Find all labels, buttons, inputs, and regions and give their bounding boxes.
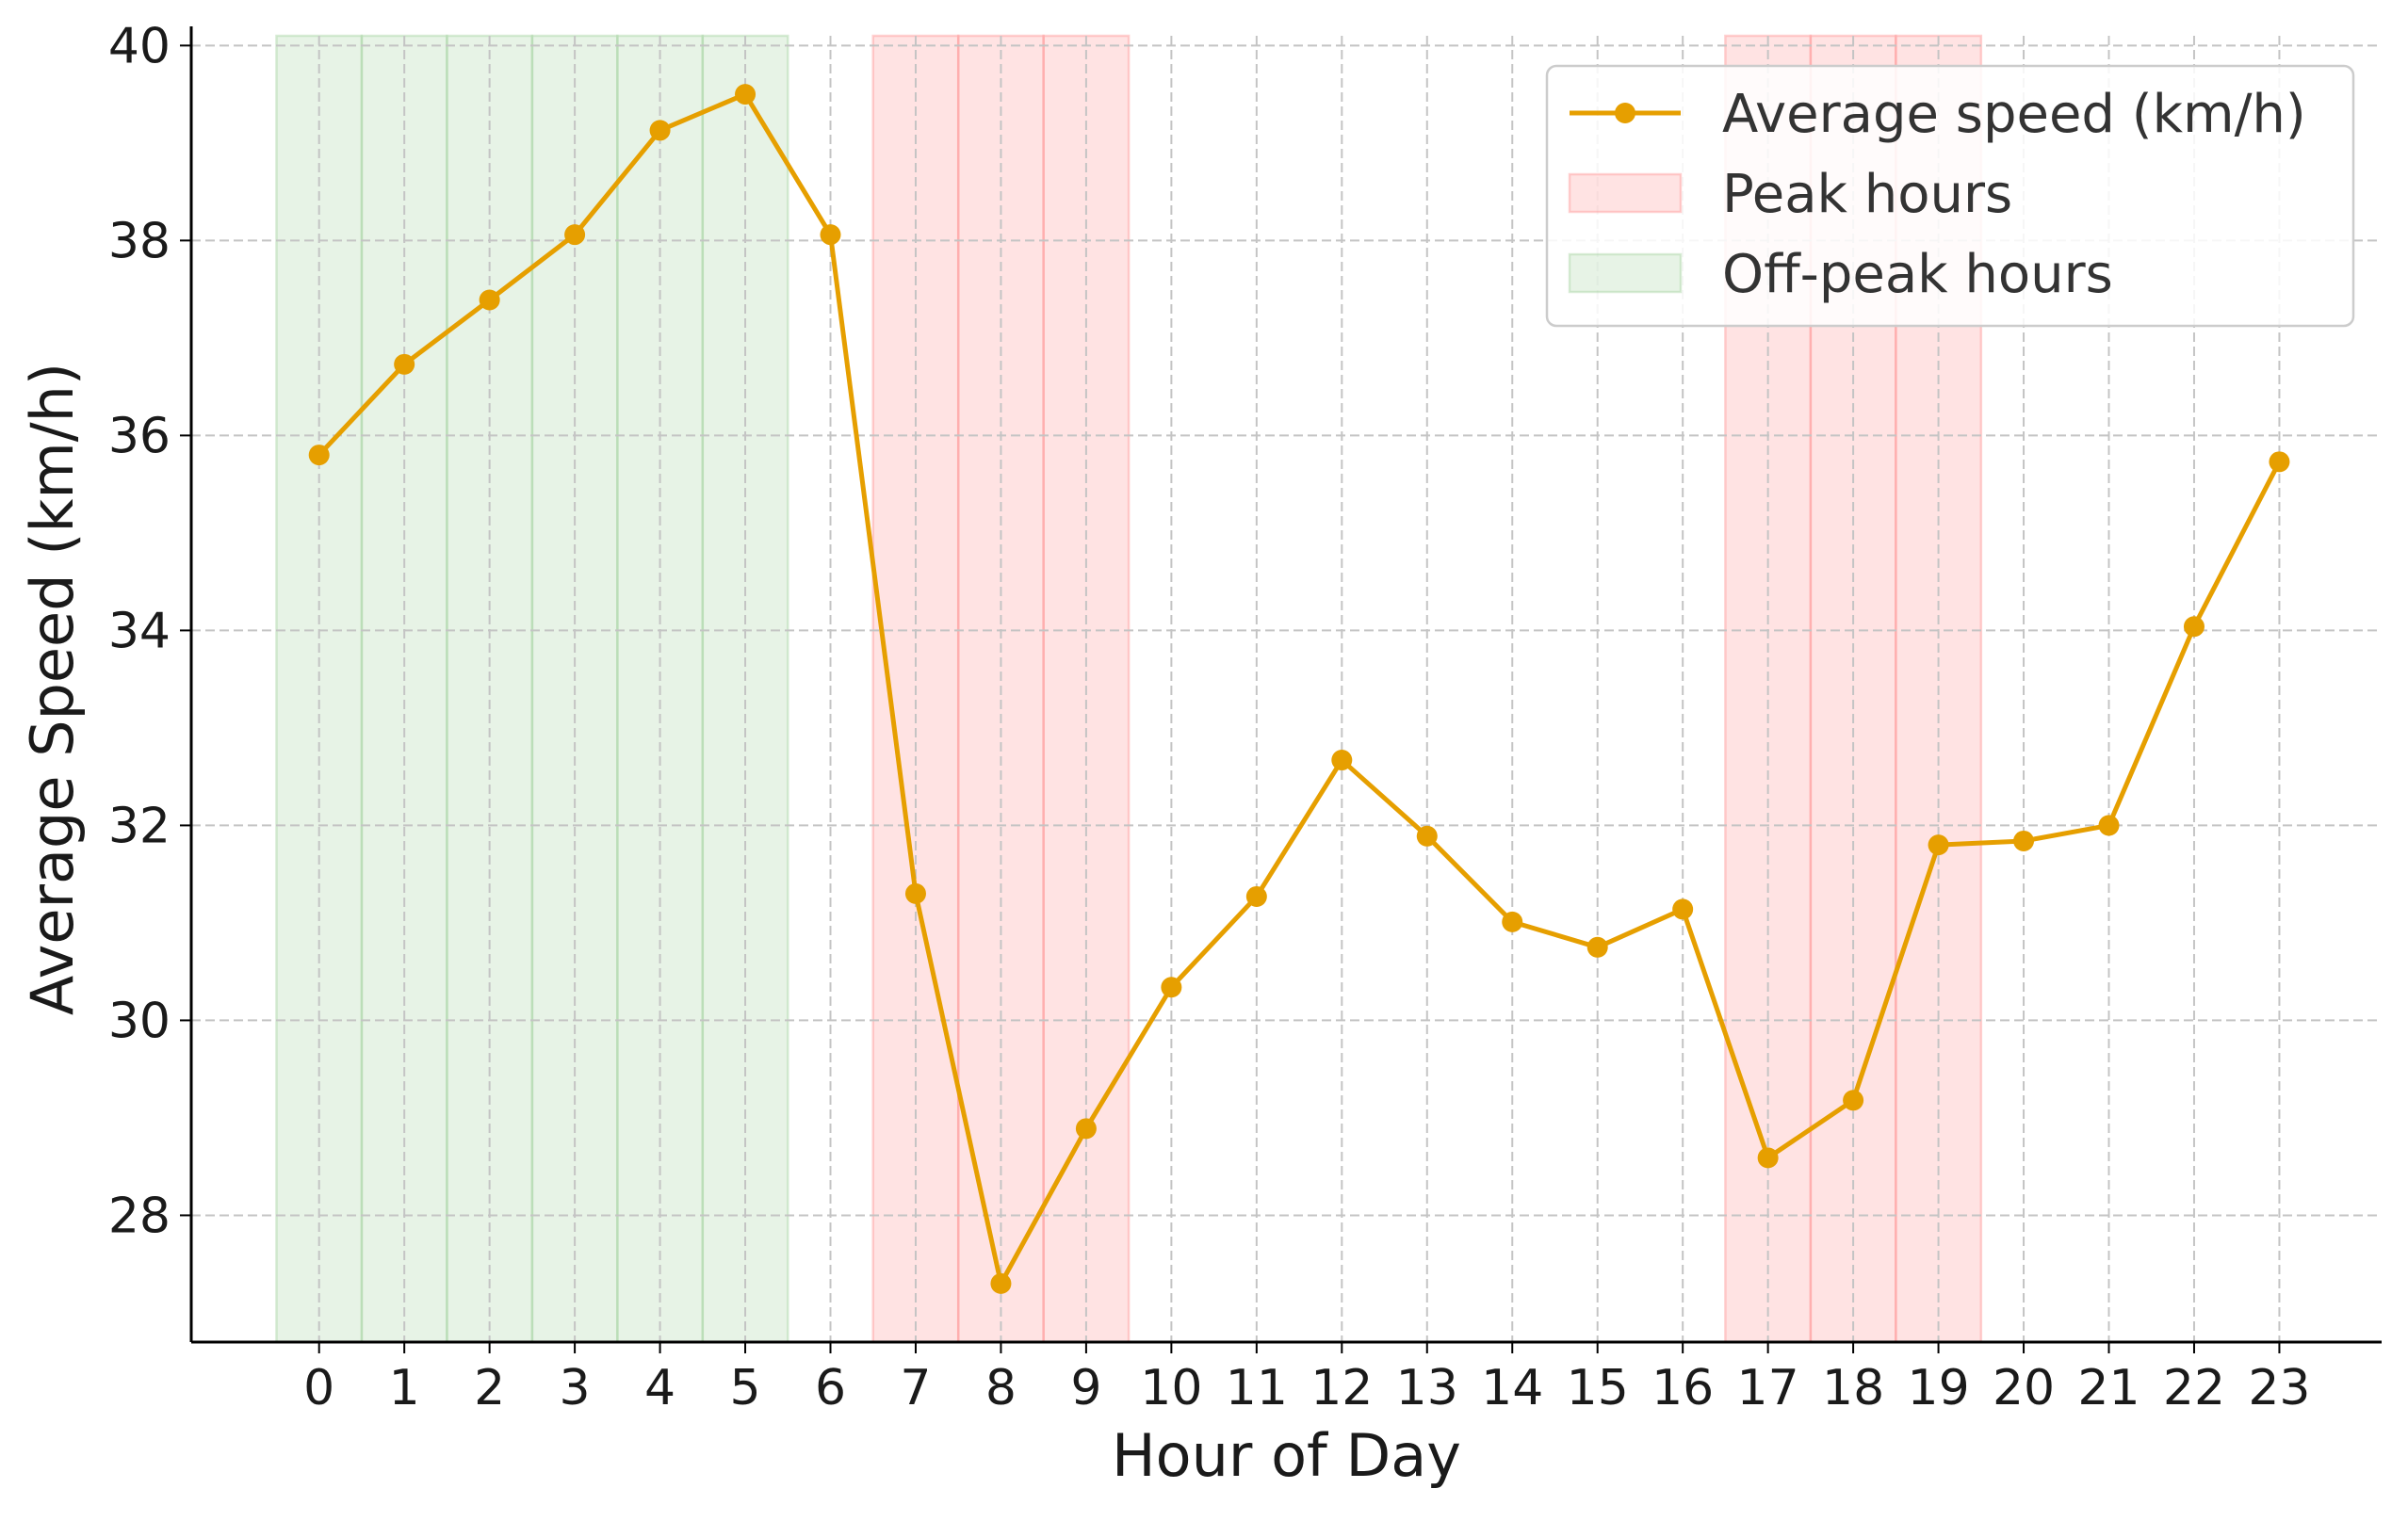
data-point (1245, 885, 1267, 907)
x-tick-label: 22 (2163, 1360, 2225, 1416)
x-tick-label: 10 (1140, 1360, 1202, 1416)
data-point (1928, 834, 1949, 856)
data-point (2013, 830, 2035, 851)
x-tick-label: 12 (1310, 1360, 1373, 1416)
data-point (308, 445, 330, 466)
y-tick-label: 32 (108, 798, 171, 854)
data-point (564, 224, 586, 246)
legend-box (1545, 64, 2355, 328)
data-point (2183, 616, 2205, 638)
x-tick-label: 6 (815, 1360, 846, 1416)
x-axis-title: Hour of Day (1112, 1421, 1461, 1490)
x-tick-label: 23 (2248, 1360, 2310, 1416)
y-tick-label: 28 (108, 1188, 171, 1244)
x-tick-label: 21 (2077, 1360, 2140, 1416)
x-tick-label: 14 (1481, 1360, 1543, 1416)
x-tick-label: 18 (1822, 1360, 1884, 1416)
x-tick-label: 19 (1907, 1360, 1969, 1416)
y-tick-label: 36 (108, 408, 171, 464)
legend-marker-swatch (1615, 103, 1635, 123)
y-tick-label: 38 (108, 213, 171, 269)
legend-label-peak-hours: Peak hours (1722, 164, 2012, 225)
x-tick-label: 9 (1070, 1360, 1101, 1416)
x-tick-label: 20 (1993, 1360, 2055, 1416)
series (308, 84, 2290, 1294)
data-point (2098, 815, 2120, 836)
legend: Average speed (km/h) Peak hours Off-peak… (1545, 64, 2355, 328)
data-point (1757, 1147, 1779, 1169)
x-tick-label: 7 (900, 1360, 931, 1416)
data-point (1502, 911, 1523, 932)
legend-label-off-peak-hours: Off-peak hours (1722, 244, 2113, 305)
y-axis-title: Average Speed (km/h) (18, 363, 87, 1015)
y-tick-label: 34 (108, 603, 171, 659)
x-tick-label: 8 (985, 1360, 1017, 1416)
x-tick-label: 2 (474, 1360, 505, 1416)
axes (189, 26, 2382, 1344)
data-point (479, 289, 500, 311)
data-point (904, 882, 926, 904)
data-point (1075, 1118, 1097, 1140)
x-tick-label: 17 (1737, 1360, 1799, 1416)
x-tick-label: 3 (560, 1360, 591, 1416)
data-point (1416, 825, 1438, 847)
data-point (1586, 936, 1608, 958)
legend-patch-off-peak (1568, 252, 1683, 294)
x-tick-label: 0 (303, 1360, 334, 1416)
x-tick-label: 11 (1226, 1360, 1288, 1416)
data-point (990, 1272, 1012, 1294)
data-point (820, 224, 841, 246)
legend-patch-peak (1568, 172, 1683, 214)
tick-labels: 0 1 2 3 4 5 6 7 8 9 10 11 12 13 14 15 16 17 18 19 20 21 22 2328… (108, 18, 2311, 1416)
data-point (1161, 977, 1182, 998)
x-tick-label: 16 (1651, 1360, 1714, 1416)
y-tick-label: 40 (108, 18, 171, 74)
series-line-0 (317, 91, 2282, 1286)
y-tick-label: 30 (108, 993, 171, 1049)
data-point (1843, 1090, 1864, 1111)
data-point (649, 120, 671, 141)
x-tick-label: 13 (1396, 1360, 1458, 1416)
x-tick-label: 4 (644, 1360, 675, 1416)
x-tick-label: 5 (729, 1360, 760, 1416)
data-point (394, 353, 415, 375)
data-point (2269, 451, 2290, 473)
legend-label-average-speed: Average speed (km/h) (1722, 84, 2306, 145)
data-point (735, 84, 757, 105)
data-point (1672, 898, 1694, 920)
data-point (1331, 750, 1353, 771)
x-tick-label: 1 (389, 1360, 420, 1416)
x-tick-label: 15 (1567, 1360, 1629, 1416)
